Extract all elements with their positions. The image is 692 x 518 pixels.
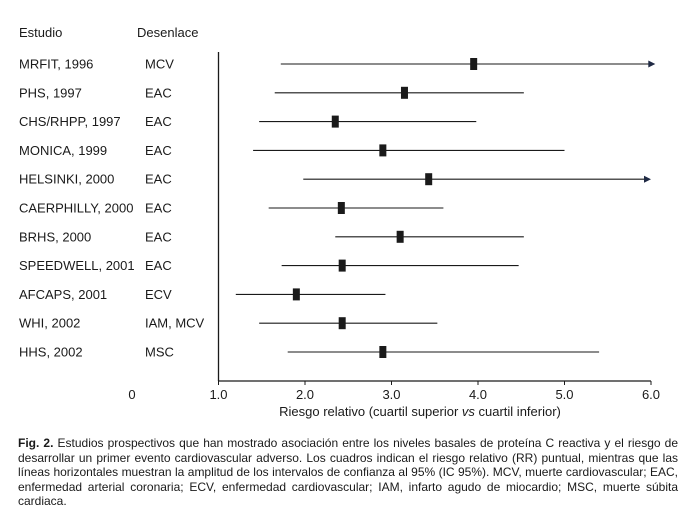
x-axis-title: Riesgo relativo (cuartil superior vs cua… [279,404,561,419]
study-row: BRHS, 2000 EAC [19,229,524,244]
study-name: AFCAPS, 2001 [19,287,107,302]
study-row: SPEEDWELL, 2001 EAC [19,258,519,273]
x-tick-label: 5.0 [555,387,573,402]
x-tick-label: 4.0 [469,387,487,402]
study-name: CHS/RHPP, 1997 [19,114,121,129]
study-row: CHS/RHPP, 1997 EAC [19,114,477,129]
x-tick-label: 1.0 [209,387,227,402]
x-tick-label: 3.0 [382,387,400,402]
study-outcome: EAC [145,229,172,244]
rr-marker [338,317,346,330]
x-tick-label: 2.0 [296,387,314,402]
study-name: CAERPHILLY, 2000 [19,201,133,216]
x-tick-label: 6.0 [642,387,660,402]
ci-arrow-icon [648,60,656,68]
study-outcome: ECV [145,287,172,302]
study-outcome: EAC [145,201,172,216]
study-outcome: EAC [145,85,172,100]
study-name: MRFIT, 1996 [19,57,93,72]
study-row: AFCAPS, 2001 ECV [19,287,386,302]
outcome-column-header: Desenlace [137,25,198,40]
rr-marker [379,346,387,358]
study-row: MONICA, 1999 EAC [19,143,565,158]
x-axis-ticks: 0 1.0 2.0 3.0 4.0 5.0 6.0 [128,381,660,402]
study-outcome: MCV [145,57,174,72]
study-name: HELSINKI, 2000 [19,172,114,187]
rr-marker [338,259,346,272]
rr-marker [425,173,433,186]
study-name: MONICA, 1999 [19,143,107,158]
figure-caption: Fig. 2. Estudios prospectivos que han mo… [18,436,678,509]
study-outcome: EAC [145,143,172,158]
study-outcome: EAC [145,258,172,273]
study-row: HELSINKI, 2000 EAC [19,172,651,187]
x-tick-label: 0 [128,387,135,402]
study-row: HHS, 2002 MSC [19,345,600,360]
study-row: CAERPHILLY, 2000 EAC [19,201,444,216]
study-name: BRHS, 2000 [19,229,91,244]
study-outcome: EAC [145,172,172,187]
study-name: WHI, 2002 [19,316,80,331]
study-name: PHS, 1997 [19,85,82,100]
rr-marker [337,202,345,214]
forest-plot: Estudio Desenlace MRFIT, 1996 MCV PHS, 199… [19,25,660,419]
caption-text: Estudios prospectivos que han mostrado a… [18,436,679,509]
rr-marker [400,86,408,99]
rr-marker [379,144,387,157]
ci-arrow-icon [644,175,651,183]
rr-marker [292,288,300,301]
study-column-header: Estudio [19,25,62,40]
rr-marker [331,115,339,128]
study-row: WHI, 2002 IAM, MCV [19,316,438,331]
study-name: SPEEDWELL, 2001 [19,258,135,273]
study-name: HHS, 2002 [19,345,83,360]
study-outcome: MSC [145,345,174,360]
study-row: MRFIT, 1996 MCV [19,57,656,72]
rr-marker [470,58,478,70]
study-row: PHS, 1997 EAC [19,85,524,100]
caption-label: Fig. 2. [18,436,54,450]
study-outcome: IAM, MCV [145,316,205,331]
study-outcome: EAC [145,114,172,129]
rr-marker [396,230,404,243]
